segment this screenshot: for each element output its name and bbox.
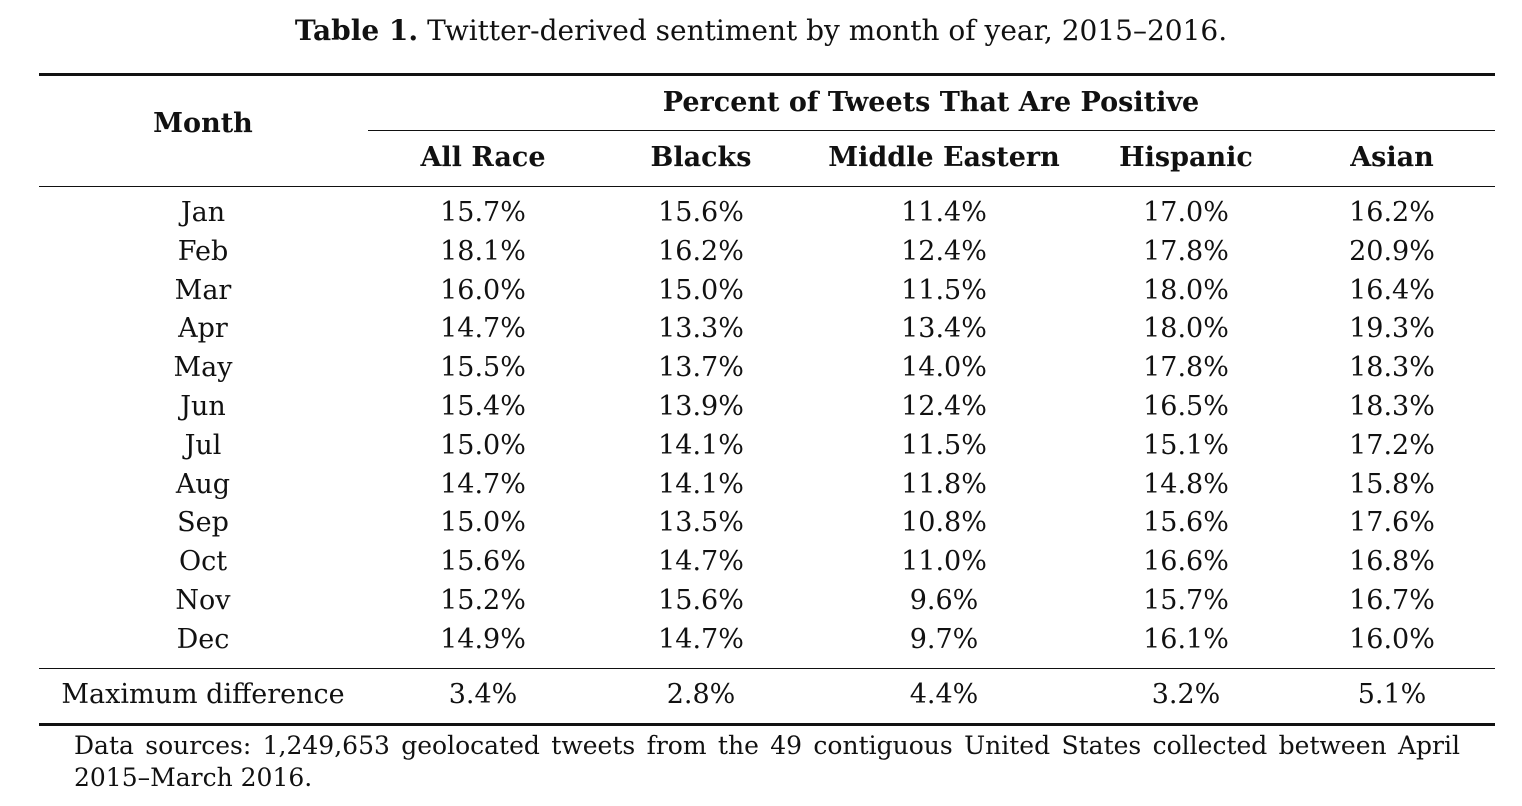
- table-cell: 10.8%: [901, 507, 987, 539]
- table-cell: 20.9%: [1349, 235, 1435, 267]
- row-month-jul: Jul: [184, 429, 222, 461]
- summary-cell: 4.4%: [909, 679, 979, 710]
- table-cell: 19.3%: [1349, 313, 1435, 345]
- table-cell: 15.7%: [440, 197, 526, 228]
- table-cell: 14.7%: [440, 468, 526, 500]
- row-month-feb: Feb: [177, 235, 229, 267]
- summary-top-rule: [39, 668, 1495, 669]
- caption-text: Twitter-derived sentiment by month of ye…: [427, 14, 1228, 47]
- table-cell: 9.6%: [909, 585, 979, 616]
- group-header: Percent of Tweets That Are Positive: [662, 87, 1200, 118]
- table-cell: 14.7%: [658, 623, 744, 655]
- footnote: Data sources: 1,249,653 geolocated tweet…: [74, 731, 1460, 792]
- table-cell: 15.4%: [440, 391, 526, 422]
- table-cell: 13.5%: [658, 507, 744, 539]
- summary-cell: 2.8%: [666, 679, 736, 710]
- table-cell: 14.8%: [1143, 468, 1229, 500]
- table-cell: 18.0%: [1143, 313, 1229, 345]
- table-cell: 16.0%: [1349, 623, 1435, 655]
- top-rule: [39, 73, 1495, 76]
- table-cell: 13.9%: [658, 391, 744, 422]
- summary-cell: 5.1%: [1357, 679, 1427, 710]
- row-month-mar: Mar: [174, 274, 232, 306]
- row-month-jun: Jun: [180, 391, 226, 422]
- table-cell: 11.0%: [901, 546, 987, 578]
- table-cell: 15.0%: [440, 429, 526, 461]
- table-cell: 12.4%: [901, 235, 987, 267]
- table-cell: 18.1%: [440, 235, 526, 267]
- table-cell: 15.2%: [440, 585, 526, 616]
- table-cell: 14.7%: [440, 313, 526, 345]
- table-cell: 15.6%: [440, 546, 526, 578]
- summary-label: Maximum difference: [61, 679, 345, 710]
- summary-cell: 3.4%: [448, 679, 518, 710]
- table-cell: 14.1%: [658, 468, 744, 500]
- row-month-jan: Jan: [180, 197, 226, 228]
- table-cell: 16.5%: [1143, 391, 1229, 422]
- table-cell: 16.0%: [440, 274, 526, 306]
- row-month-nov: Nov: [175, 585, 231, 616]
- table-cell: 18.3%: [1349, 391, 1435, 422]
- table-cell: 16.2%: [1349, 197, 1435, 228]
- table-cell: 17.6%: [1349, 507, 1435, 539]
- column-header-blacks: Blacks: [650, 142, 752, 173]
- table-cell: 16.8%: [1349, 546, 1435, 578]
- column-header-asian: Asian: [1350, 142, 1434, 173]
- table-cell: 16.2%: [658, 235, 744, 267]
- table-cell: 11.5%: [901, 274, 987, 306]
- table-cell: 16.1%: [1143, 623, 1229, 655]
- table-cell: 13.4%: [901, 313, 987, 345]
- table-cell: 13.3%: [658, 313, 744, 345]
- column-header-all-race: All Race: [420, 142, 546, 173]
- row-month-dec: Dec: [176, 623, 230, 655]
- group-underline: [368, 130, 1495, 131]
- bottom-rule: [39, 723, 1495, 726]
- row-month-sep: Sep: [177, 507, 229, 539]
- table-cell: 12.4%: [901, 391, 987, 422]
- table-cell: 13.7%: [658, 352, 744, 384]
- table-cell: 15.0%: [658, 274, 744, 306]
- table-cell: 16.4%: [1349, 274, 1435, 306]
- table-cell: 15.8%: [1349, 468, 1435, 500]
- table-caption: Table 1. Twitter-derived sentiment by mo…: [0, 12, 1522, 50]
- table-cell: 15.6%: [658, 197, 744, 228]
- table-cell: 17.0%: [1143, 197, 1229, 228]
- table-cell: 14.7%: [658, 546, 744, 578]
- row-header-month: Month: [153, 108, 253, 139]
- table-cell: 17.8%: [1143, 352, 1229, 384]
- column-header-middle-eastern: Middle Eastern: [828, 142, 1060, 173]
- table-cell: 14.1%: [658, 429, 744, 461]
- row-month-aug: Aug: [175, 468, 231, 500]
- column-header-hispanic: Hispanic: [1119, 142, 1253, 173]
- row-month-apr: Apr: [178, 313, 228, 345]
- table-cell: 15.6%: [1143, 507, 1229, 539]
- summary-cell: 3.2%: [1151, 679, 1221, 710]
- header-bottom-rule: [39, 186, 1495, 187]
- table-cell: 15.0%: [440, 507, 526, 539]
- table-cell: 11.4%: [901, 197, 987, 228]
- table-cell: 17.8%: [1143, 235, 1229, 267]
- table-cell: 17.2%: [1349, 429, 1435, 461]
- table-cell: 15.1%: [1143, 429, 1229, 461]
- table-cell: 11.8%: [901, 468, 987, 500]
- table-cell: 14.9%: [440, 623, 526, 655]
- row-month-may: May: [173, 352, 233, 384]
- table-cell: 18.0%: [1143, 274, 1229, 306]
- table-cell: 16.6%: [1143, 546, 1229, 578]
- row-month-oct: Oct: [178, 546, 228, 578]
- table-cell: 15.7%: [1143, 585, 1229, 616]
- table-cell: 15.5%: [440, 352, 526, 384]
- table-cell: 14.0%: [901, 352, 987, 384]
- table-cell: 11.5%: [901, 429, 987, 461]
- table-cell: 9.7%: [909, 623, 979, 655]
- table-cell: 15.6%: [658, 585, 744, 616]
- table-cell: 16.7%: [1349, 585, 1435, 616]
- caption-label: Table 1.: [294, 14, 419, 47]
- table-cell: 18.3%: [1349, 352, 1435, 384]
